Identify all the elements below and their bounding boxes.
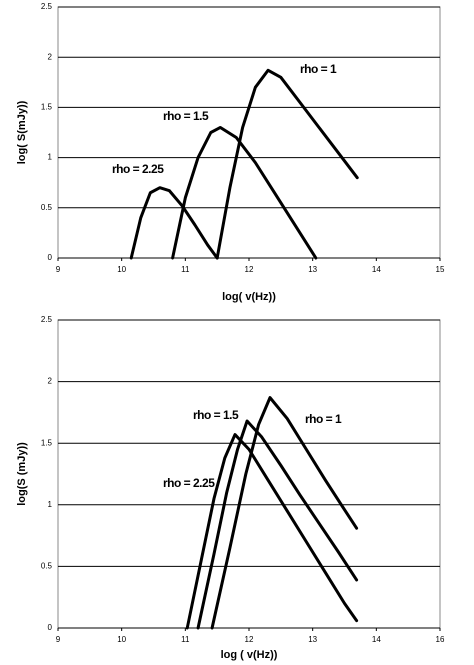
annotation: rho = 2.25 [112, 162, 164, 176]
y-tick-label: 1.5 [41, 103, 53, 112]
y-tick-label: 2.5 [41, 315, 53, 324]
y-tick-label: 0 [48, 253, 53, 262]
x-tick-label: 13 [308, 635, 317, 644]
line [210, 396, 359, 630]
y-tick-label: 1 [48, 500, 53, 509]
y-tick-label: 1 [48, 153, 53, 162]
plot-area [57, 319, 441, 629]
annotation: rho = 2.25 [163, 476, 215, 490]
line [185, 433, 359, 630]
y-tick-label: 1.5 [41, 438, 53, 447]
line [196, 419, 359, 630]
line [171, 125, 318, 260]
x-tick-label: 12 [245, 635, 254, 644]
x-tick-label: 15 [436, 265, 445, 274]
x-axis-label: log ( v(Hz)) [221, 649, 278, 661]
x-tick-label: 11 [181, 635, 190, 644]
x-tick-label: 11 [181, 265, 190, 274]
plot-area [57, 6, 441, 259]
x-tick-label: 10 [117, 265, 126, 274]
x-tick-label: 12 [245, 265, 254, 274]
x-tick-label: 10 [117, 635, 126, 644]
y-tick-label: 2 [48, 377, 53, 386]
y-tick-label: 2 [48, 52, 53, 61]
y-tick-label: 0 [48, 623, 53, 632]
y-tick-label: 2.5 [41, 2, 53, 11]
x-tick-label: 13 [308, 265, 317, 274]
y-axis-label: log(S (mJy)) [16, 442, 28, 506]
x-axis-label: log( v(Hz)) [222, 291, 276, 303]
x-tick-label: 14 [372, 265, 381, 274]
annotation: rho = 1.5 [193, 408, 239, 422]
y-tick-label: 0.5 [41, 203, 53, 212]
annotation: rho = 1 [300, 62, 337, 76]
x-tick-label: 9 [56, 265, 61, 274]
x-tick-label: 9 [56, 635, 61, 644]
line [129, 186, 219, 260]
y-tick-label: 0.5 [41, 562, 53, 571]
y-axis-label: log( S(mJy)) [16, 100, 28, 164]
annotation: rho = 1.5 [163, 109, 209, 123]
annotation: rho = 1 [305, 412, 342, 426]
x-tick-label: 16 [436, 635, 445, 644]
line [215, 68, 359, 260]
x-tick-label: 14 [372, 635, 381, 644]
